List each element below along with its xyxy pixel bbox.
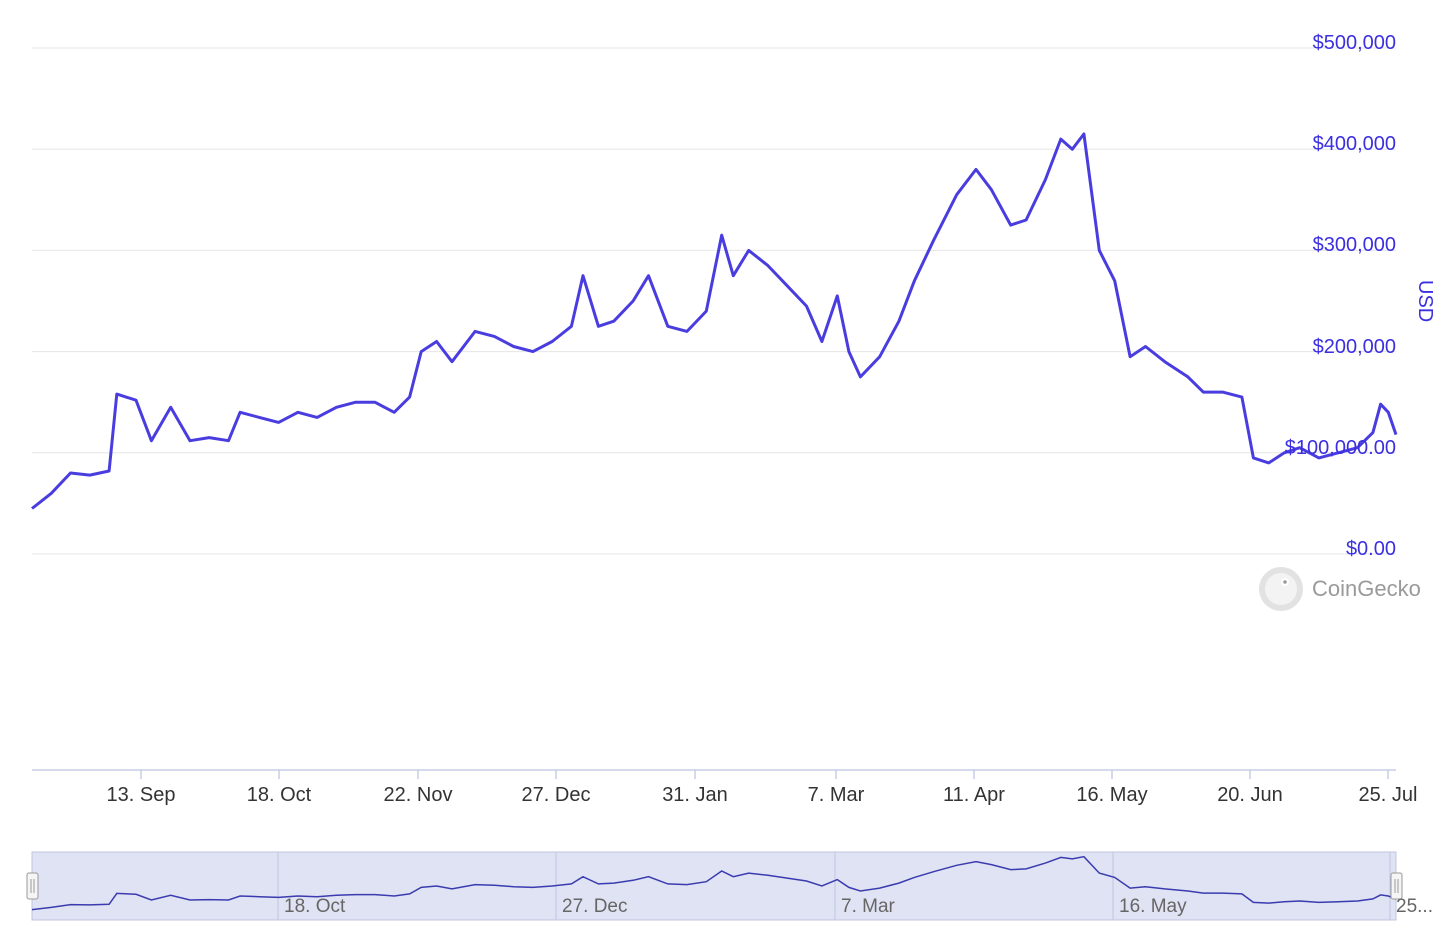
x-tick-label: 18. Oct [246,784,312,806]
navigator-label: 18. Oct [284,896,346,917]
x-tick-label: 27. Dec [521,784,591,806]
x-tick-label: 25. Jul [1358,784,1418,806]
navigator-series-line [31,855,1397,911]
navigator-label: 7. Mar [841,896,895,917]
x-tick-label: 16. May [1076,784,1148,806]
y-tick-label: $500,000 [1312,32,1396,54]
navigator-handle-right[interactable] [1390,872,1403,900]
navigator-label: 25... [1396,896,1433,917]
y-tick-label: $0.00 [1345,538,1396,560]
y-tick-label: $400,000 [1312,133,1396,156]
navigator-grid [277,852,1391,920]
x-tick-label: 13. Sep [106,784,176,806]
navigator-label: 16. May [1119,896,1187,917]
watermark: CoinGecko [1258,566,1421,612]
navigator-label: 27. Dec [562,896,628,917]
x-axis-ticks [140,770,1389,779]
navigator-handle-left[interactable] [26,872,39,900]
y-tick-label: $100,000.00 [1284,436,1396,459]
x-tick-label: 11. Apr [943,784,1005,806]
navigator[interactable] [26,851,1403,921]
x-tick-label: 7. Mar [807,784,865,806]
navigator-mask [31,851,1397,921]
x-tick-label: 31. Jan [662,784,728,806]
x-tick-label: 22. Nov [383,784,453,806]
x-tick-label: 20. Jun [1217,784,1283,806]
grid-lines [32,47,1396,555]
gecko-logo-icon [1259,567,1303,611]
y-axis-title: USD [1414,280,1436,323]
y-tick-label: $200,000 [1312,335,1396,358]
y-tick-label: $300,000 [1312,234,1396,257]
watermark-text: CoinGecko [1312,576,1421,601]
price-series-line [31,132,1398,510]
